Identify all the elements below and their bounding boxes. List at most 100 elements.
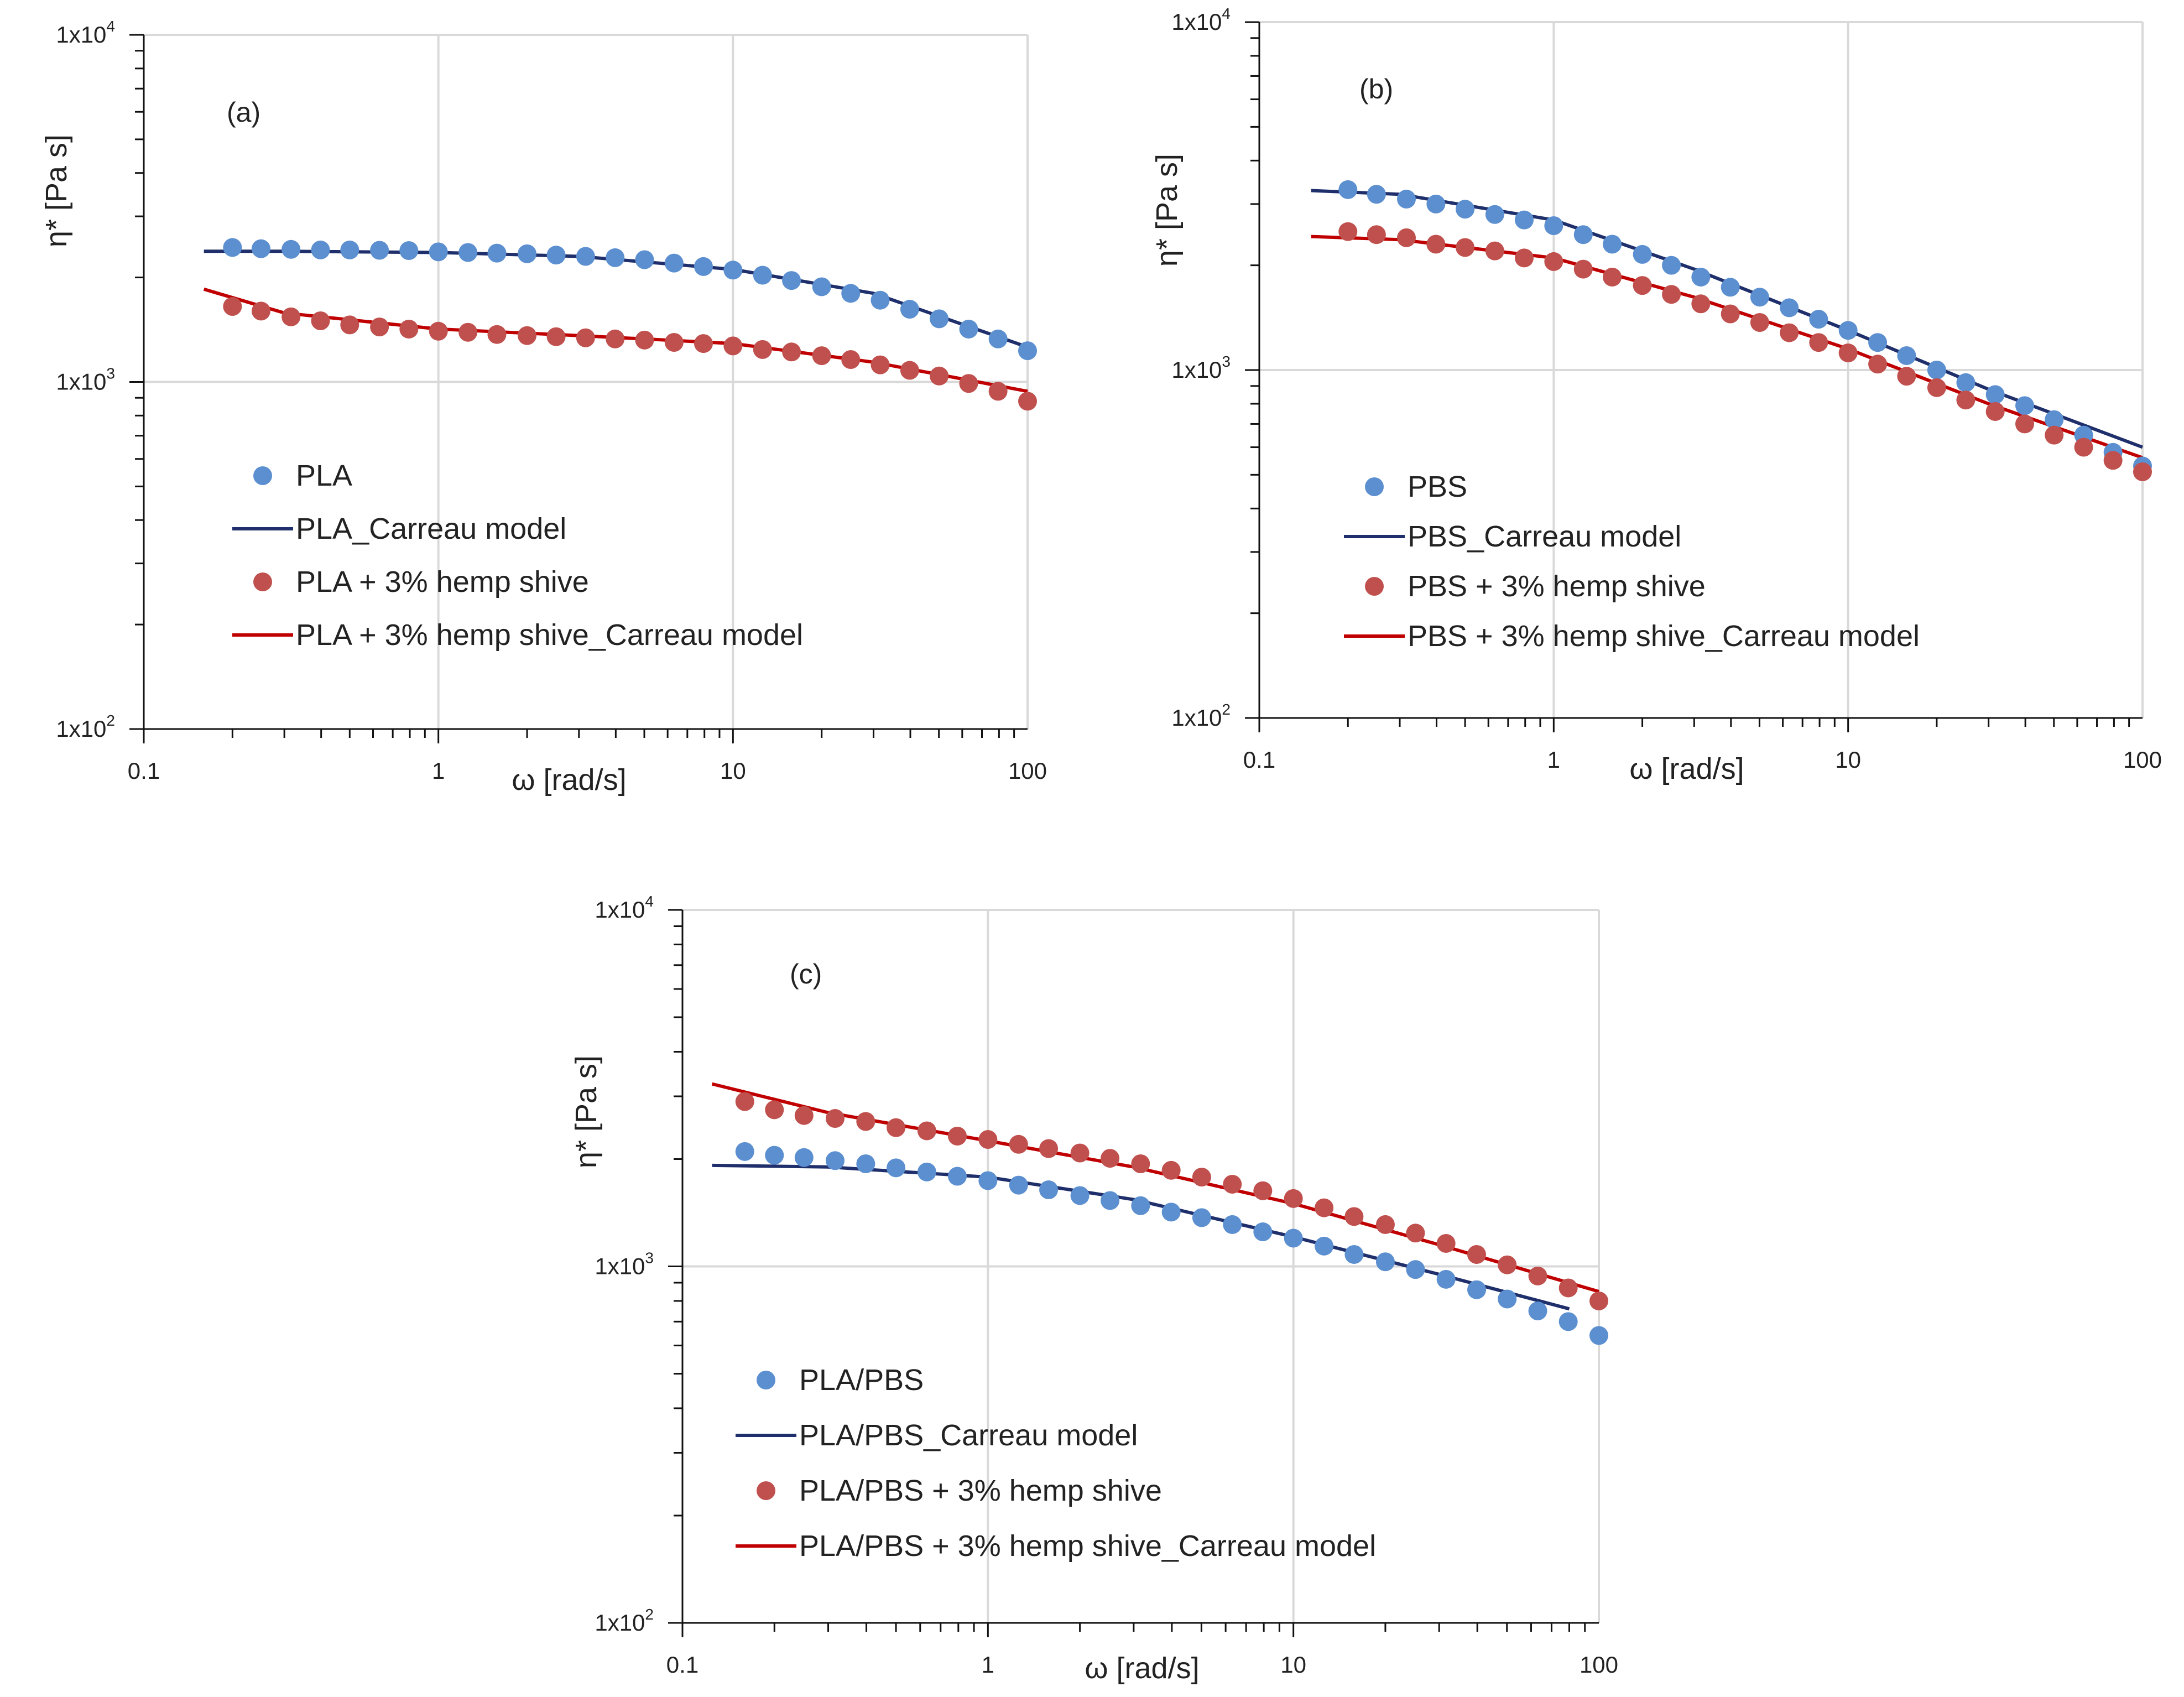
data-point: [753, 266, 772, 285]
data-point: [988, 382, 1008, 401]
data-point: [1426, 194, 1446, 214]
data-point: [1780, 323, 1799, 342]
data-point: [1721, 304, 1740, 324]
grid: [682, 909, 1600, 1623]
data-point: [1515, 210, 1534, 230]
y-tick-label-base: 1x10: [1171, 705, 1222, 731]
y-axis-title: η* [Pa s]: [1150, 154, 1184, 267]
x-tick-label: 100: [1008, 758, 1047, 784]
legend-label: PBS + 3% hemp shive_Carreau model: [1408, 620, 1920, 653]
legend-marker-swatch: [253, 466, 272, 485]
data-point: [1456, 238, 1475, 257]
data-point: [900, 300, 919, 319]
data-point: [1039, 1139, 1059, 1158]
data-point: [1338, 222, 1358, 241]
data-point: [2045, 425, 2064, 445]
data-point: [1009, 1134, 1028, 1154]
data-point: [1018, 341, 1037, 361]
panel-label: (b): [1359, 74, 1393, 105]
data-point: [518, 244, 537, 263]
y-tick-label-exponent: 2: [1222, 701, 1231, 718]
data-point: [1956, 391, 1975, 410]
x-tick-label: 100: [2123, 747, 2162, 773]
data-point: [399, 319, 419, 339]
grid: [1259, 21, 2144, 718]
legend-item: PLA + 3% hemp shive: [253, 565, 589, 598]
x-axis-title: ω [rad/s]: [1085, 1652, 1199, 1685]
data-point: [2045, 410, 2064, 429]
data-point: [1436, 1233, 1456, 1253]
legend-label: PLA + 3% hemp shive: [296, 565, 589, 598]
data-point: [1985, 402, 2005, 421]
y-tick-label-base: 1x10: [595, 897, 645, 923]
data-point: [311, 240, 330, 259]
series-markers: [223, 297, 1037, 411]
data-point: [735, 1142, 754, 1161]
legend-item: PLA: [253, 459, 352, 492]
ticks: [1245, 21, 2130, 732]
legend: PBS PBS_Carreau model PBS + 3% hemp shive P…: [1344, 470, 1920, 653]
data-point: [1161, 1160, 1181, 1180]
data-point: [1633, 244, 1652, 264]
legend-label: PLA/PBS + 3% hemp shive_Carreau model: [799, 1529, 1376, 1563]
legend-item: PBS + 3% hemp shive_Carreau model: [1344, 620, 1920, 653]
x-axis-title: ω [rad/s]: [1629, 752, 1744, 785]
data-point: [959, 319, 978, 339]
data-point: [1558, 1312, 1578, 1331]
data-point: [1750, 288, 1769, 307]
data-point: [1809, 333, 1828, 352]
data-point: [2015, 414, 2035, 434]
legend-item: PBS: [1365, 470, 1467, 503]
data-point: [311, 311, 330, 331]
data-point: [735, 1092, 754, 1111]
data-point: [841, 350, 861, 369]
ticks: [129, 34, 1015, 743]
data-point: [1018, 392, 1037, 411]
legend-item: PLA_Carreau model: [232, 512, 566, 545]
y-tick-label-exponent: 3: [1222, 353, 1231, 370]
data-point: [1573, 225, 1593, 244]
data-point: [282, 240, 301, 259]
legend-item: PLA/PBS_Carreau model: [736, 1419, 1138, 1452]
legend: PLA/PBS PLA/PBS_Carreau model PLA/PBS + 3%…: [736, 1363, 1376, 1563]
x-tick-label: 100: [1580, 1652, 1618, 1678]
data-point: [825, 1109, 845, 1128]
data-point: [1603, 267, 1622, 287]
data-point: [223, 297, 242, 316]
legend-label: PLA + 3% hemp shive_Carreau model: [296, 618, 803, 652]
y-tick-label-base: 1x10: [1171, 357, 1222, 383]
y-tick-label: 1x104: [56, 18, 115, 48]
x-tick-label: 0.1: [666, 1652, 699, 1678]
data-point: [664, 253, 684, 273]
y-tick-label-exponent: 4: [106, 18, 115, 35]
data-point: [1192, 1208, 1211, 1227]
y-tick-label: 1x103: [1171, 353, 1231, 383]
data-point: [2103, 451, 2123, 470]
data-point: [1344, 1207, 1364, 1226]
data-point: [606, 248, 625, 267]
legend: PLA PLA_Carreau model PLA + 3% hemp shive P…: [232, 459, 803, 652]
data-point: [370, 241, 389, 260]
y-tick-label-base: 1x10: [595, 1253, 645, 1279]
carreau-model-curve: [711, 1082, 1599, 1293]
data-point: [871, 290, 890, 310]
data-point: [282, 307, 301, 326]
y-tick-label-exponent: 4: [645, 893, 654, 910]
data-point: [1284, 1189, 1303, 1208]
data-point: [2015, 396, 2035, 415]
data-point: [694, 257, 713, 276]
legend-item: PBS + 3% hemp shive: [1365, 570, 1706, 603]
series-markers: [223, 238, 1037, 361]
data-point: [1721, 278, 1740, 297]
data-point: [825, 1151, 845, 1170]
data-point: [1397, 228, 1416, 247]
y-tick-label: 1x104: [595, 893, 654, 923]
data-point: [917, 1162, 936, 1181]
data-point: [917, 1121, 936, 1141]
y-tick-label-exponent: 4: [1222, 5, 1231, 22]
data-point: [887, 1158, 906, 1178]
y-tick-label-exponent: 2: [645, 1606, 654, 1623]
data-point: [1436, 1269, 1456, 1289]
